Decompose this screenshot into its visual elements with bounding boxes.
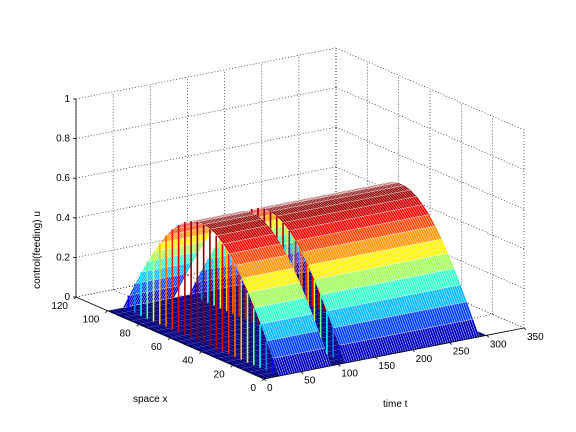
- space-tick-label: 60: [151, 342, 163, 353]
- z-tick-label: 0.2: [56, 252, 70, 263]
- space-tick-label: 100: [83, 315, 100, 326]
- z-axis-label: control(feeding) u: [32, 211, 43, 289]
- side-wall-grid-line: [335, 166, 525, 250]
- space-tick: [261, 378, 265, 382]
- space-tick: [136, 324, 139, 327]
- space-tick-label: 80: [120, 328, 132, 339]
- time-tick-label: 350: [527, 332, 544, 343]
- space-tick-label: 20: [214, 369, 226, 380]
- space-tick-label: 40: [182, 356, 194, 367]
- z-tick-label: 0: [64, 292, 70, 303]
- space-tick: [230, 365, 233, 368]
- space-tick-label: 120: [51, 301, 68, 312]
- time-tick-label: 50: [304, 376, 316, 387]
- x-axis-label: time t: [383, 399, 408, 410]
- y-axis-label: space x: [133, 394, 167, 405]
- z-tick-label: 0.6: [56, 173, 70, 184]
- time-tick: [300, 371, 304, 374]
- space-tick: [167, 337, 171, 341]
- time-tick-label: 100: [341, 368, 358, 379]
- z-tick-label: 0.8: [56, 134, 70, 145]
- back-wall-grid-line: [75, 126, 337, 179]
- time-tick-label: 0: [267, 383, 273, 394]
- time-tick: [486, 335, 490, 338]
- space-tick: [199, 351, 202, 354]
- z-tick-label: 1: [64, 94, 70, 105]
- time-tick: [523, 327, 527, 331]
- time-tick: [375, 356, 378, 360]
- time-tick: [338, 364, 341, 367]
- axes: 05010015020025030035002040608010012000.2…: [51, 94, 544, 394]
- space-tick: [105, 310, 108, 313]
- time-tick: [449, 342, 452, 345]
- side-wall-grid-line: [335, 126, 525, 210]
- back-wall-grid-line: [75, 47, 337, 100]
- time-tick-label: 300: [490, 339, 507, 350]
- side-wall-grid-line: [335, 87, 525, 170]
- space-tick-label: 0: [250, 383, 256, 394]
- surface-plot: [106, 181, 488, 380]
- time-tick: [412, 349, 415, 353]
- time-tick-label: 150: [378, 361, 395, 372]
- time-tick-label: 250: [453, 347, 470, 358]
- time-axis-line: [263, 327, 525, 380]
- time-tick: [263, 378, 267, 382]
- back-wall-grid-line: [75, 166, 337, 219]
- side-wall-grid-line: [335, 47, 525, 131]
- back-wall-grid-line: [75, 87, 337, 139]
- z-tick-label: 0.4: [56, 213, 70, 224]
- time-tick-label: 200: [416, 354, 433, 365]
